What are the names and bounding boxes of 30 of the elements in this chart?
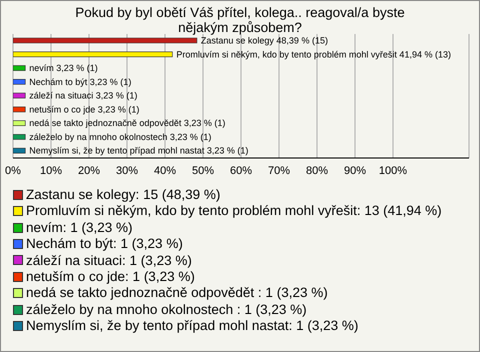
chart-title: Pokud by byl obětí Váš přítel, kolega.. reagoval/a byste nějakým způsobem?	[74, 4, 406, 35]
legend-label: Promluvím si někým, kdo by tento problém mohl vyřešit: 13 (41,94 %)	[26, 203, 442, 220]
x-tick-label: 100%	[378, 164, 408, 177]
legend-label: záleželo by na mnoho okolnostech : 1 (3,23 %)	[26, 302, 307, 318]
data-label: Promluvím si někým, kdo by tento problém mohl vyřešit 41,94 % (13)	[176, 49, 451, 60]
legend-label: netuším o co jde: 1 (3,23 %)	[26, 269, 195, 286]
legend-label: Nechám to být: 1 (3,23 %)	[26, 236, 183, 253]
x-tick-label: 40%	[154, 164, 176, 177]
data-label: nedá se takto jednoznačně odpovědět 3,23 % (1)	[29, 118, 226, 128]
data-label: netuším o co jde 3,23 % (1)	[29, 104, 140, 114]
x-tick-label: 0%	[5, 164, 22, 177]
legend-label: nedá se takto jednoznačně odpovědět : 1 (3,23 %)	[26, 285, 328, 302]
x-tick-label: 60%	[230, 164, 252, 177]
legend-label: Zastanu se kolegy: 15 (48,39 %)	[26, 187, 220, 204]
data-label: Nemyslím si, že by tento případ mohl nastat 3,23 % (1)	[29, 146, 248, 156]
data-label: nevím 3,23 % (1)	[29, 63, 98, 74]
x-tick-label: 70%	[268, 164, 290, 177]
data-label: Nechám to být 3,23 % (1)	[29, 76, 132, 87]
x-tick-label: 50%	[192, 164, 214, 177]
data-label: záleželo by na mnoho okolnostech 3,23 % (1)	[29, 132, 212, 142]
x-tick-label: 90%	[344, 164, 366, 177]
legend-label: záleží na situaci: 1 (3,23 %)	[26, 252, 192, 270]
x-tick-label: 20%	[78, 164, 100, 177]
data-label: Zastanu se kolegy 48,39 % (15)	[200, 36, 328, 46]
x-tick-label: 10%	[40, 164, 62, 177]
x-tick-label: 30%	[116, 164, 138, 177]
legend-label: nevím: 1 (3,23 %)	[26, 220, 133, 236]
x-tick-label: 80%	[306, 164, 328, 177]
legend-label: Nemyslím si, že by tento případ mohl nastat: 1 (3,23 %)	[26, 318, 358, 335]
data-label: záleží na situaci 3,23 % (1)	[29, 90, 138, 101]
